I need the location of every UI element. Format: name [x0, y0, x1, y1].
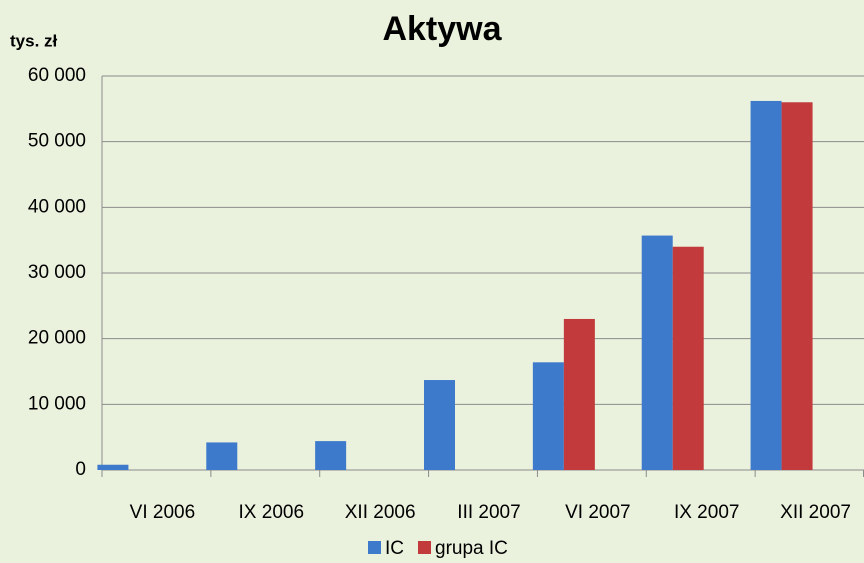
bar — [424, 380, 455, 470]
bar — [206, 442, 238, 470]
bar — [672, 246, 704, 470]
x-tick-label: III 2007 — [457, 502, 520, 523]
y-tick-label: 60 000 — [28, 65, 86, 86]
bar — [315, 441, 347, 470]
x-tick-label: XII 2006 — [345, 502, 416, 523]
legend-label: IC — [385, 538, 404, 559]
y-tick-label: 20 000 — [28, 328, 86, 349]
x-tick-label: IX 2006 — [239, 502, 305, 523]
y-axis-label: tys. zł — [10, 31, 58, 50]
y-tick-label: 10 000 — [28, 393, 86, 414]
legend-label: grupa IC — [435, 538, 508, 559]
y-tick-label: 40 000 — [28, 196, 86, 217]
x-tick-label: VI 2007 — [565, 502, 631, 523]
legend-swatch — [368, 541, 381, 554]
y-tick-label: 50 000 — [28, 131, 86, 152]
bar — [781, 102, 813, 471]
chart-title: Aktywa — [382, 10, 502, 48]
legend-swatch — [418, 541, 431, 554]
bar — [563, 318, 595, 470]
x-tick-label: XII 2007 — [780, 502, 851, 523]
bar — [750, 100, 782, 470]
bar — [97, 464, 129, 470]
bar — [532, 362, 564, 470]
x-tick-label: VI 2006 — [130, 502, 196, 523]
y-tick-label: 0 — [75, 459, 86, 480]
x-tick-label: IX 2007 — [674, 502, 740, 523]
y-tick-label: 30 000 — [28, 262, 86, 283]
bar — [641, 235, 673, 470]
